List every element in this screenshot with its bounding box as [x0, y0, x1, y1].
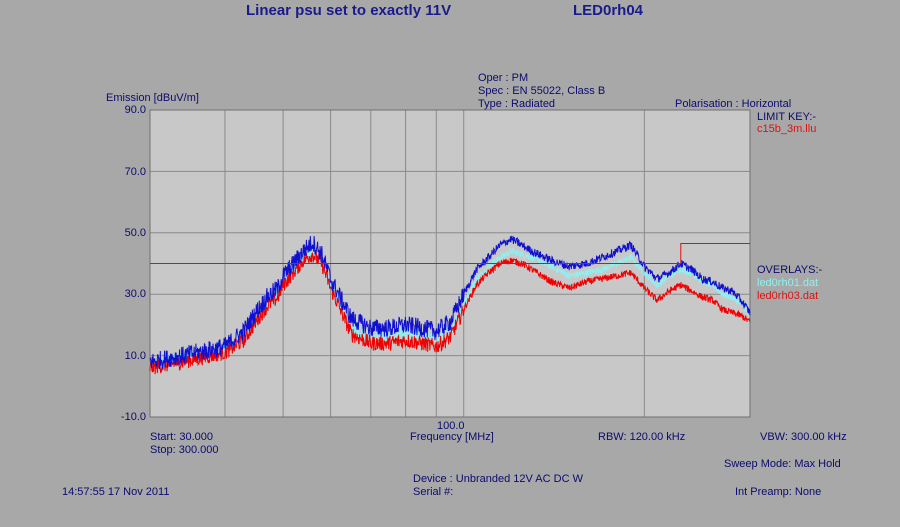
overlays-title: OVERLAYS:-	[757, 264, 823, 276]
y-tick-label: 10.0	[124, 350, 146, 362]
limit-file-name: c15b_3m.llu	[757, 123, 817, 135]
limit-layer	[150, 243, 750, 264]
sweep-mode-text: Sweep Mode: Max Hold	[724, 458, 841, 470]
int-preamp-text: Int Preamp: None	[735, 486, 822, 498]
vbw-text: VBW: 300.00 kHz	[760, 431, 847, 443]
x-tick-label: 100.0	[437, 420, 465, 432]
y-tick-label: -10.0	[120, 411, 146, 423]
x-axis-label: Frequency [MHz]	[410, 431, 494, 443]
polarisation-text: Polarisation : Horizontal	[675, 98, 792, 110]
limit-key-title: LIMIT KEY:-	[757, 111, 817, 123]
traces	[149, 235, 751, 375]
oper-text: Oper : PM	[478, 72, 529, 84]
overlay-file-2: led0rh03.dat	[757, 290, 819, 302]
y-tick-label: 50.0	[124, 227, 146, 239]
overlay-file-1: led0rh01.dat	[757, 277, 819, 289]
y-tick-label: 70.0	[124, 166, 146, 178]
serial-text: Serial #:	[413, 486, 454, 498]
overlay-trace-2	[149, 250, 751, 375]
limit-line	[150, 243, 750, 264]
device-text: Device : Unbranded 12V AC DC W	[413, 473, 583, 485]
chart-title: Linear psu set to exactly 11V	[246, 2, 452, 19]
start-freq: Start: 30.000	[150, 431, 213, 443]
stop-freq: Stop: 300.000	[150, 444, 219, 456]
type-text: Type : Radiated	[478, 98, 556, 110]
y-tick-label: 30.0	[124, 288, 146, 300]
y-tick-label: 90.0	[124, 104, 146, 116]
timestamp-text: 14:57:55 17 Nov 2011	[62, 486, 170, 498]
file-id: LED0rh04	[573, 2, 644, 19]
rbw-text: RBW: 120.00 kHz	[598, 431, 686, 443]
main-trace	[149, 235, 751, 370]
spec-text: Spec : EN 55022, Class B	[478, 85, 606, 97]
y-axis-label: Emission [dBuV/m]	[106, 92, 199, 104]
